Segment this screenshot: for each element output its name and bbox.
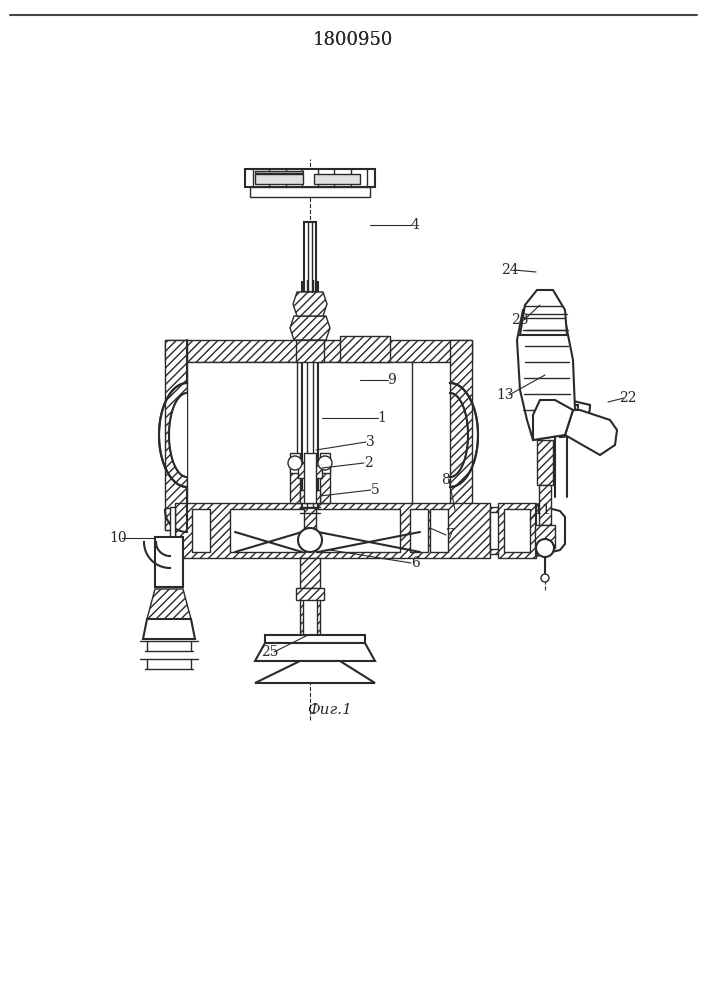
Text: 9: 9 [387,373,397,387]
Polygon shape [300,490,320,503]
Bar [187,362,297,508]
Circle shape [298,528,322,552]
Text: 11: 11 [533,503,551,517]
Polygon shape [175,503,490,558]
Polygon shape [340,336,390,362]
Bar [498,503,536,558]
Bar [490,512,520,549]
Circle shape [536,539,554,557]
Polygon shape [143,619,195,639]
Text: 1: 1 [378,411,387,425]
Bar [320,453,330,473]
Polygon shape [169,393,187,477]
Text: 22: 22 [619,391,637,405]
Circle shape [541,574,549,582]
Bar [314,174,360,184]
Polygon shape [255,661,375,683]
Polygon shape [490,507,520,554]
Bar [535,525,555,548]
Bar [317,362,412,508]
Text: 23: 23 [511,313,529,327]
Bar [230,509,304,552]
Polygon shape [290,316,330,340]
Text: 5: 5 [370,483,380,497]
Polygon shape [265,635,365,643]
Bar [504,509,530,552]
Bar [290,468,300,503]
Text: 25: 25 [262,645,279,659]
Text: 6: 6 [411,556,419,570]
Text: 7: 7 [445,528,455,542]
Text: 10: 10 [109,531,127,545]
Polygon shape [520,290,567,335]
Bar [304,222,316,292]
Bar [255,171,303,173]
Polygon shape [296,588,324,600]
Bar [245,169,375,187]
Polygon shape [450,340,472,530]
Text: 1800950: 1800950 [312,31,393,49]
Bar [155,537,183,587]
Bar [539,485,551,525]
Polygon shape [298,462,322,478]
Bar [302,282,318,508]
Bar [290,453,300,473]
Bar [303,588,317,638]
Text: 1800950: 1800950 [312,31,393,49]
Text: 4: 4 [411,218,419,232]
Polygon shape [165,508,472,530]
Bar [304,453,316,503]
Polygon shape [296,340,324,362]
Polygon shape [165,340,472,362]
Bar [192,509,210,552]
Polygon shape [165,340,187,530]
Bar [300,558,320,638]
Polygon shape [293,292,327,316]
Text: Фиг.1: Фиг.1 [308,703,352,717]
Bar [316,509,400,552]
Bar [537,440,553,485]
Circle shape [288,456,302,470]
Polygon shape [147,589,191,619]
Bar [430,509,448,552]
Polygon shape [170,507,175,554]
Polygon shape [536,505,565,556]
Polygon shape [255,643,375,661]
Text: 3: 3 [366,435,375,449]
Polygon shape [533,400,573,440]
Bar [410,509,428,552]
Bar [255,174,303,184]
Bar [320,468,330,503]
Polygon shape [517,298,575,440]
Text: 13: 13 [496,388,514,402]
Text: 8: 8 [440,473,450,487]
Polygon shape [565,410,617,455]
Text: 2: 2 [363,456,373,470]
Text: 24: 24 [501,263,519,277]
Circle shape [318,456,332,470]
Bar [250,187,370,197]
